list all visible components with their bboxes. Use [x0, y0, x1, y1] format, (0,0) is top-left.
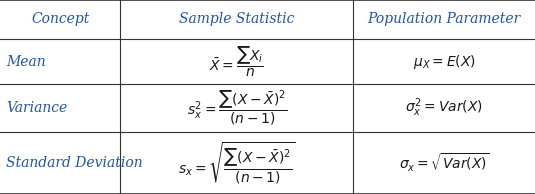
- Text: $\mu_X = E(X)$: $\mu_X = E(X)$: [412, 53, 476, 71]
- Text: $\bar{X} = \dfrac{\sum X_i}{n}$: $\bar{X} = \dfrac{\sum X_i}{n}$: [209, 44, 264, 79]
- Text: Variance: Variance: [6, 101, 67, 115]
- Text: $s_x = \sqrt{\dfrac{\sum(X - \bar{X})^2}{(n-1)}}$: $s_x = \sqrt{\dfrac{\sum(X - \bar{X})^2}…: [178, 140, 296, 186]
- Text: $\sigma_x^2 = Var(X)$: $\sigma_x^2 = Var(X)$: [405, 97, 483, 119]
- Text: Standard Deviation: Standard Deviation: [6, 156, 143, 170]
- Text: $s_x^2 = \dfrac{\sum(X - \bar{X})^2}{(n-1)}$: $s_x^2 = \dfrac{\sum(X - \bar{X})^2}{(n-…: [187, 89, 287, 127]
- Text: Population Parameter: Population Parameter: [368, 12, 521, 26]
- Text: Sample Statistic: Sample Statistic: [179, 12, 294, 26]
- Text: $\sigma_x = \sqrt{Var(X)}$: $\sigma_x = \sqrt{Var(X)}$: [399, 152, 490, 174]
- Text: Concept: Concept: [31, 12, 89, 26]
- Text: Mean: Mean: [6, 55, 46, 68]
